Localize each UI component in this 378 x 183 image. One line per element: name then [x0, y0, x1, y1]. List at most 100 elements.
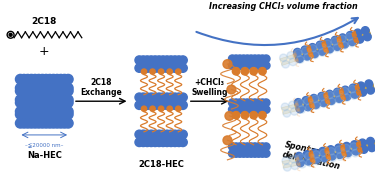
Circle shape: [139, 56, 148, 64]
Circle shape: [15, 118, 25, 128]
Circle shape: [34, 110, 43, 119]
Circle shape: [340, 89, 343, 93]
Circle shape: [243, 55, 251, 62]
Circle shape: [139, 93, 148, 102]
Circle shape: [255, 106, 262, 113]
Circle shape: [259, 62, 266, 69]
Circle shape: [312, 160, 315, 163]
Circle shape: [296, 105, 304, 113]
Circle shape: [63, 83, 73, 93]
Circle shape: [34, 95, 43, 105]
Circle shape: [60, 83, 70, 93]
Circle shape: [341, 42, 348, 49]
Circle shape: [341, 87, 349, 95]
Circle shape: [143, 56, 152, 64]
Circle shape: [48, 86, 58, 96]
Circle shape: [26, 83, 36, 93]
Circle shape: [150, 106, 155, 111]
Circle shape: [60, 110, 70, 119]
Circle shape: [41, 107, 51, 116]
Circle shape: [52, 83, 62, 93]
Circle shape: [328, 97, 335, 104]
Circle shape: [342, 144, 350, 152]
Circle shape: [255, 143, 262, 150]
Circle shape: [37, 118, 47, 128]
Circle shape: [326, 100, 329, 103]
Circle shape: [63, 98, 73, 108]
Circle shape: [170, 130, 179, 139]
Circle shape: [293, 53, 296, 56]
Circle shape: [163, 64, 171, 72]
Circle shape: [297, 154, 305, 161]
Circle shape: [341, 145, 344, 149]
Circle shape: [333, 89, 341, 97]
Circle shape: [259, 55, 266, 62]
Circle shape: [327, 146, 335, 153]
Circle shape: [227, 85, 236, 94]
Circle shape: [23, 74, 33, 84]
Text: Spontaneous
delamination: Spontaneous delamination: [282, 140, 344, 171]
Circle shape: [167, 93, 175, 102]
Circle shape: [336, 151, 344, 158]
Circle shape: [26, 95, 36, 105]
Circle shape: [326, 100, 329, 104]
Circle shape: [307, 47, 310, 50]
Circle shape: [241, 68, 249, 75]
Circle shape: [259, 150, 266, 157]
Circle shape: [26, 98, 36, 108]
Circle shape: [15, 83, 25, 93]
Circle shape: [178, 130, 187, 139]
Circle shape: [352, 32, 356, 36]
Circle shape: [56, 107, 66, 116]
Circle shape: [175, 56, 183, 64]
Circle shape: [284, 164, 291, 171]
Circle shape: [167, 69, 172, 74]
Circle shape: [236, 143, 244, 150]
Circle shape: [41, 110, 51, 119]
Circle shape: [341, 97, 344, 100]
Circle shape: [311, 159, 314, 162]
Circle shape: [63, 86, 73, 96]
Circle shape: [308, 98, 311, 101]
Circle shape: [311, 104, 314, 108]
Circle shape: [262, 143, 270, 150]
Circle shape: [308, 48, 311, 52]
Circle shape: [324, 94, 327, 97]
Circle shape: [298, 106, 305, 113]
Circle shape: [139, 130, 148, 139]
Circle shape: [287, 52, 294, 59]
Circle shape: [313, 156, 320, 163]
Circle shape: [56, 83, 66, 93]
Circle shape: [259, 106, 266, 113]
Circle shape: [232, 55, 240, 62]
Circle shape: [232, 143, 240, 150]
Circle shape: [299, 160, 306, 168]
Circle shape: [151, 130, 160, 139]
Circle shape: [343, 93, 351, 100]
Circle shape: [34, 83, 43, 93]
Circle shape: [301, 46, 309, 53]
Circle shape: [350, 92, 358, 99]
Polygon shape: [282, 146, 359, 168]
Circle shape: [52, 98, 62, 108]
Circle shape: [304, 103, 312, 111]
Circle shape: [324, 49, 327, 52]
Text: Na-HEC: Na-HEC: [27, 151, 62, 160]
Circle shape: [167, 56, 175, 64]
Circle shape: [251, 62, 259, 69]
Circle shape: [223, 136, 232, 145]
Circle shape: [303, 53, 311, 60]
Circle shape: [295, 103, 298, 106]
Circle shape: [23, 118, 33, 128]
Circle shape: [247, 150, 255, 157]
Circle shape: [23, 86, 33, 96]
Circle shape: [139, 64, 148, 72]
Circle shape: [19, 110, 29, 119]
Circle shape: [321, 100, 328, 107]
Circle shape: [324, 39, 332, 46]
Circle shape: [167, 101, 175, 109]
Circle shape: [310, 99, 313, 102]
Circle shape: [139, 138, 148, 147]
Circle shape: [262, 99, 270, 107]
Circle shape: [30, 118, 40, 128]
